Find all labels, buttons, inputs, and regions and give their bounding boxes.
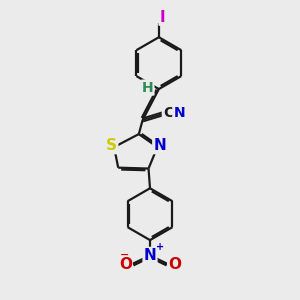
Text: N: N <box>153 138 166 153</box>
Text: I: I <box>160 10 165 25</box>
Text: N: N <box>173 106 185 120</box>
Text: H: H <box>142 81 154 94</box>
Text: C: C <box>163 106 173 120</box>
Text: −: − <box>119 250 129 260</box>
Text: O: O <box>168 257 181 272</box>
Text: S: S <box>106 138 117 153</box>
Text: N: N <box>144 248 156 263</box>
Text: O: O <box>119 257 132 272</box>
Text: +: + <box>156 242 164 252</box>
